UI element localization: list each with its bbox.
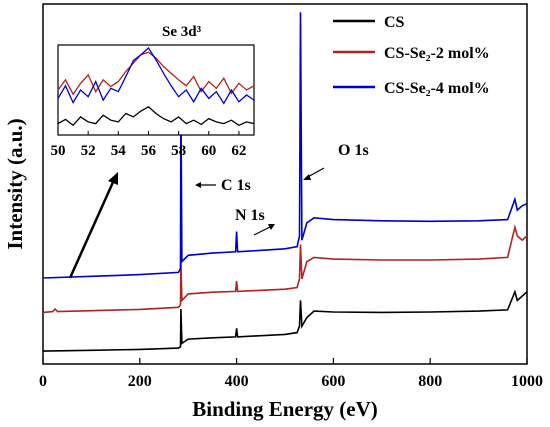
inset-x-tick-label-0: 50: [51, 143, 66, 159]
x-tick-label-5: 1000: [511, 373, 543, 390]
x-tick-label-2: 400: [225, 373, 249, 390]
inset-x-tick-label-3: 56: [141, 143, 157, 159]
inset-x-axis-ticks: 50 52 54 56 58 60 62: [51, 131, 246, 159]
inset-series-line-2: [57, 47, 255, 105]
x-tick-label-3: 600: [321, 373, 345, 390]
inset-series-line-1: [57, 51, 255, 96]
series-line-0: [42, 289, 528, 352]
series-line-2: [42, 12, 528, 279]
zoom-arrow-head: [108, 172, 118, 185]
main-series-group: [42, 12, 528, 352]
peak-arrow-o1s-head: [303, 174, 311, 180]
x-tick-label-4: 800: [418, 373, 442, 390]
legend-label-cs: CS: [384, 14, 405, 31]
inset-chart: 50 52 54 56 58 60 62 Se 3d³: [51, 24, 255, 159]
x-axis-ticks: 0 200 400 600 800 1000: [39, 358, 543, 390]
peak-arrow-n1s: [253, 225, 273, 236]
inset-x-tick-label-1: 52: [81, 143, 96, 159]
x-tick-label-0: 0: [39, 373, 47, 390]
inset-x-tick-label-6: 62: [231, 143, 246, 159]
peak-annotations: C 1s N 1s O 1s: [195, 142, 369, 236]
inset-x-tick-label-2: 54: [111, 143, 127, 159]
peak-label-o1s: O 1s: [338, 142, 369, 159]
legend-label-cs-se2-4: CS-Se₂-4 mol%: [384, 80, 490, 97]
y-axis-label: Intensity (a.u.): [3, 118, 27, 249]
x-axis-label: Binding Energy (eV): [192, 397, 378, 421]
inset-series-group: [57, 47, 255, 127]
plot-frame: [42, 3, 528, 365]
inset-title: Se 3d³: [162, 24, 202, 40]
inset-series-line-0: [57, 106, 255, 127]
x-tick-label-1: 200: [128, 373, 152, 390]
peak-arrow-n1s-head: [268, 224, 275, 230]
series-line-1: [42, 224, 528, 314]
peak-label-c1s: C 1s: [221, 177, 251, 194]
inset-x-tick-label-5: 60: [201, 143, 216, 159]
legend-label-cs-se2-2: CS-Se₂-2 mol%: [384, 45, 490, 62]
zoom-arrow-line: [68, 179, 116, 279]
peak-label-n1s: N 1s: [235, 207, 265, 224]
inset-x-tick-label-4: 58: [171, 143, 186, 159]
peak-arrow-c1s-head: [195, 182, 201, 188]
legend: CS CS-Se₂-2 mol% CS-Se₂-4 mol%: [333, 14, 490, 97]
